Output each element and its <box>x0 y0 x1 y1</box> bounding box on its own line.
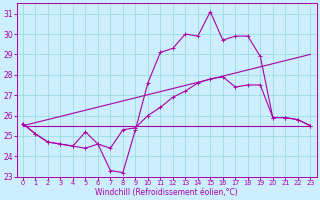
X-axis label: Windchill (Refroidissement éolien,°C): Windchill (Refroidissement éolien,°C) <box>95 188 238 197</box>
